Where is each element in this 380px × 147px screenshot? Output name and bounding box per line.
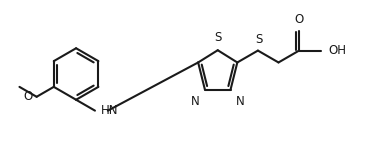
Text: O: O <box>23 90 32 103</box>
Text: OH: OH <box>329 44 347 57</box>
Text: S: S <box>255 33 263 46</box>
Text: N: N <box>191 95 200 108</box>
Text: N: N <box>236 95 244 108</box>
Text: HN: HN <box>101 104 119 117</box>
Text: O: O <box>294 13 304 26</box>
Text: S: S <box>214 31 222 44</box>
